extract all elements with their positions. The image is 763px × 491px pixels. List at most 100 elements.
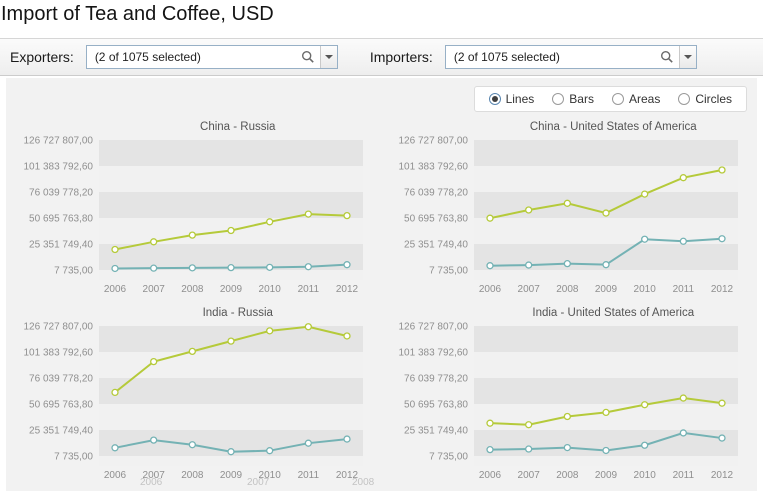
chart-series-series-teal — [111, 435, 351, 456]
radio-lines-label: Lines — [505, 92, 535, 106]
y-axis-labels: 126 727 807,00 101 383 792,60 76 039 778,2… — [399, 136, 469, 277]
radio-bars-label: Bars — [569, 92, 594, 106]
svg-text:126 727 807,00: 126 727 807,00 — [23, 322, 93, 333]
svg-text:2008: 2008 — [181, 284, 204, 295]
line-chart-china-russia: 126 727 807,00 101 383 792,60 76 039 778,2… — [23, 136, 363, 295]
svg-text:2011: 2011 — [673, 284, 695, 295]
svg-text:126 727 807,00: 126 727 807,00 — [399, 322, 469, 333]
svg-text:25 351 749,40: 25 351 749,40 — [404, 240, 468, 251]
svg-text:2006: 2006 — [479, 470, 502, 481]
svg-text:2007: 2007 — [518, 470, 541, 481]
radio-icon — [611, 93, 624, 105]
svg-text:50 695 763,80: 50 695 763,80 — [29, 214, 93, 225]
svg-text:7 735,00: 7 735,00 — [54, 266, 93, 277]
svg-text:101 383 792,60: 101 383 792,60 — [399, 162, 469, 173]
search-icon[interactable] — [296, 46, 320, 68]
svg-text:2008: 2008 — [181, 470, 204, 481]
search-icon[interactable] — [655, 46, 679, 68]
radio-bars[interactable]: Bars — [552, 92, 594, 106]
chart-series-series-green — [486, 166, 726, 222]
radio-icon — [488, 93, 501, 105]
svg-text:101 383 792,60: 101 383 792,60 — [399, 348, 469, 359]
radio-icon — [552, 93, 565, 105]
chart-series-series-teal — [111, 261, 351, 273]
svg-text:2006: 2006 — [104, 470, 127, 481]
y-axis-labels: 126 727 807,00 101 383 792,60 76 039 778,2… — [23, 322, 93, 463]
chart-title: China - United States of America — [529, 121, 697, 133]
svg-text:2009: 2009 — [595, 284, 618, 295]
svg-text:2008: 2008 — [556, 284, 579, 295]
svg-text:2012: 2012 — [336, 470, 359, 481]
svg-text:2006: 2006 — [479, 284, 502, 295]
svg-text:2007: 2007 — [142, 284, 165, 295]
svg-text:2010: 2010 — [258, 470, 281, 481]
radio-areas[interactable]: Areas — [611, 92, 661, 106]
chart-title: China - Russia — [200, 121, 276, 133]
radio-areas-label: Areas — [628, 92, 661, 106]
page-title: Import of Tea and Coffee, USD — [1, 3, 274, 25]
svg-text:2012: 2012 — [711, 470, 734, 481]
svg-text:76 039 778,20: 76 039 778,20 — [29, 188, 93, 199]
y-axis-labels: 126 727 807,00 101 383 792,60 76 039 778,2… — [23, 136, 93, 277]
toolbar: Exporters: (2 of 1075 selected) Importer… — [0, 38, 763, 76]
chart-series-series-green — [111, 210, 351, 254]
svg-text:126 727 807,00: 126 727 807,00 — [23, 136, 93, 147]
svg-text:2010: 2010 — [634, 284, 657, 295]
svg-text:25 351 749,40: 25 351 749,40 — [404, 426, 468, 437]
svg-text:2007: 2007 — [142, 470, 165, 481]
chart-title: India - United States of America — [532, 307, 695, 319]
ghost-axis-label: 2008 — [352, 477, 375, 488]
radio-icon — [678, 93, 691, 105]
exporters-combobox[interactable]: (2 of 1075 selected) — [85, 45, 338, 69]
chart-series-series-green — [111, 323, 351, 397]
svg-text:7 735,00: 7 735,00 — [429, 266, 468, 277]
chart-series-series-green — [486, 394, 726, 429]
radio-circles-label: Circles — [695, 92, 732, 106]
charts-grid: China - Russia 126 727 807,00 101 383 792… — [6, 118, 757, 486]
svg-text:25 351 749,40: 25 351 749,40 — [29, 426, 93, 437]
line-chart-india-usa: 126 727 807,00 101 383 792,60 76 039 778,2… — [399, 322, 739, 481]
exporters-group: Exporters: (2 of 1075 selected) — [10, 45, 338, 69]
svg-text:50 695 763,80: 50 695 763,80 — [29, 400, 93, 411]
svg-text:7 735,00: 7 735,00 — [54, 452, 93, 463]
chevron-down-icon[interactable] — [319, 46, 337, 68]
importers-label: Importers: — [369, 49, 433, 65]
y-axis-labels: 126 727 807,00 101 383 792,60 76 039 778,2… — [399, 322, 469, 463]
importers-group: Importers: (2 of 1075 selected) — [370, 45, 697, 69]
line-chart-china-usa: 126 727 807,00 101 383 792,60 76 039 778,2… — [399, 136, 739, 295]
ghost-axis-label: 2006 — [140, 477, 163, 488]
svg-text:76 039 778,20: 76 039 778,20 — [404, 188, 468, 199]
svg-text:2009: 2009 — [220, 470, 243, 481]
svg-text:126 727 807,00: 126 727 807,00 — [399, 136, 469, 147]
line-chart-india-russia: 126 727 807,00 101 383 792,60 76 039 778,2… — [23, 322, 363, 481]
svg-text:101 383 792,60: 101 383 792,60 — [23, 348, 93, 359]
plot-bands — [98, 326, 363, 466]
svg-text:2012: 2012 — [711, 284, 734, 295]
svg-text:2010: 2010 — [258, 284, 281, 295]
exporters-selected-value: (2 of 1075 selected) — [94, 50, 201, 64]
charts-panel: Lines Bars Areas Circles China - Russia … — [6, 78, 757, 491]
radio-lines[interactable]: Lines — [488, 92, 535, 106]
x-axis-labels: 2006 2007 2008 2009 2010 2011 2012 — [479, 470, 734, 481]
svg-text:101 383 792,60: 101 383 792,60 — [23, 162, 93, 173]
chart-title: India - Russia — [202, 307, 273, 319]
chart-cell-china-russia: China - Russia 126 727 807,00 101 383 792… — [6, 118, 382, 300]
importers-combobox[interactable]: (2 of 1075 selected) — [444, 45, 697, 69]
svg-text:2011: 2011 — [297, 470, 319, 481]
radio-circles[interactable]: Circles — [678, 92, 732, 106]
chart-cell-india-usa: India - United States of America 126 727… — [382, 304, 758, 486]
chart-series-series-teal — [486, 235, 726, 270]
svg-text:2008: 2008 — [556, 470, 579, 481]
plot-bands — [474, 326, 739, 466]
svg-text:2009: 2009 — [595, 470, 618, 481]
svg-text:2012: 2012 — [336, 284, 359, 295]
plot-bands — [98, 140, 363, 280]
svg-text:50 695 763,80: 50 695 763,80 — [404, 400, 468, 411]
svg-text:25 351 749,40: 25 351 749,40 — [29, 240, 93, 251]
x-axis-labels: 2006 2007 2008 2009 2010 2011 2012 — [104, 284, 359, 295]
x-axis-labels: 2006 2007 2008 2009 2010 2011 2012 — [104, 470, 359, 481]
chevron-down-icon[interactable] — [678, 46, 696, 68]
importers-selected-value: (2 of 1075 selected) — [453, 50, 560, 64]
chart-cell-china-usa: China - United States of America 126 727… — [382, 118, 758, 300]
svg-text:2010: 2010 — [634, 470, 657, 481]
